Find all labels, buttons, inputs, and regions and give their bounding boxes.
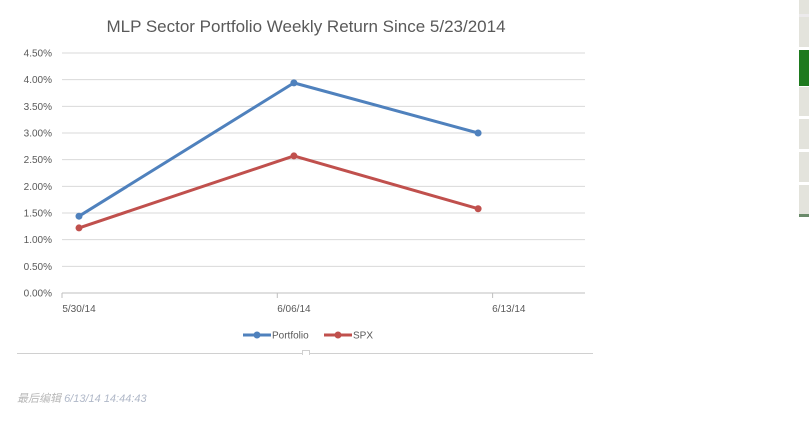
y-tick-label: 3.50% bbox=[24, 102, 52, 113]
side-tab-active[interactable] bbox=[799, 50, 809, 86]
line-chart: MLP Sector Portfolio Weekly Return Since… bbox=[24, 17, 585, 342]
side-tab[interactable] bbox=[799, 0, 809, 14]
y-tick-label: 4.50% bbox=[24, 49, 52, 60]
chart-title: MLP Sector Portfolio Weekly Return Since… bbox=[106, 17, 505, 36]
side-tab[interactable] bbox=[799, 152, 809, 182]
side-tab[interactable] bbox=[799, 87, 809, 116]
data-point-portfolio bbox=[474, 129, 482, 137]
legend-label-spx: SPX bbox=[353, 331, 373, 342]
x-tick-label: 6/06/14 bbox=[277, 304, 311, 315]
series-line-portfolio bbox=[78, 81, 479, 218]
legend-label-portfolio: Portfolio bbox=[272, 331, 309, 342]
y-tick-label: 0.00% bbox=[24, 289, 52, 300]
series-line-spx bbox=[78, 154, 479, 230]
side-tab[interactable] bbox=[799, 119, 809, 149]
y-tick-label: 1.50% bbox=[24, 209, 52, 220]
last-edited: 最后编辑 6/13/14 14:44:43 bbox=[17, 390, 147, 406]
data-point-portfolio bbox=[75, 212, 83, 220]
y-tick-label: 2.00% bbox=[24, 182, 52, 193]
y-tick-label: 0.50% bbox=[24, 262, 52, 273]
y-tick-label: 4.00% bbox=[24, 75, 52, 86]
y-tick-label: 3.00% bbox=[24, 129, 52, 140]
data-point-portfolio bbox=[290, 79, 298, 87]
side-tab[interactable] bbox=[799, 17, 809, 47]
y-tick-label: 1.00% bbox=[24, 235, 52, 246]
last-edited-label: 最后编辑 bbox=[17, 393, 61, 405]
resize-handle[interactable] bbox=[302, 350, 310, 355]
side-tab-separator bbox=[799, 14, 809, 17]
legend-marker-spx bbox=[334, 331, 342, 339]
data-point-spx bbox=[75, 224, 83, 232]
x-tick-label: 5/30/14 bbox=[62, 304, 96, 315]
legend-marker-portfolio bbox=[253, 331, 261, 339]
data-point-spx bbox=[474, 205, 482, 213]
side-tab-bottom bbox=[799, 214, 809, 217]
y-tick-label: 2.50% bbox=[24, 155, 52, 166]
data-point-spx bbox=[290, 152, 298, 160]
x-tick-label: 6/13/14 bbox=[492, 304, 526, 315]
last-edited-timestamp: 6/13/14 14:44:43 bbox=[64, 393, 147, 405]
side-tab[interactable] bbox=[799, 185, 809, 214]
